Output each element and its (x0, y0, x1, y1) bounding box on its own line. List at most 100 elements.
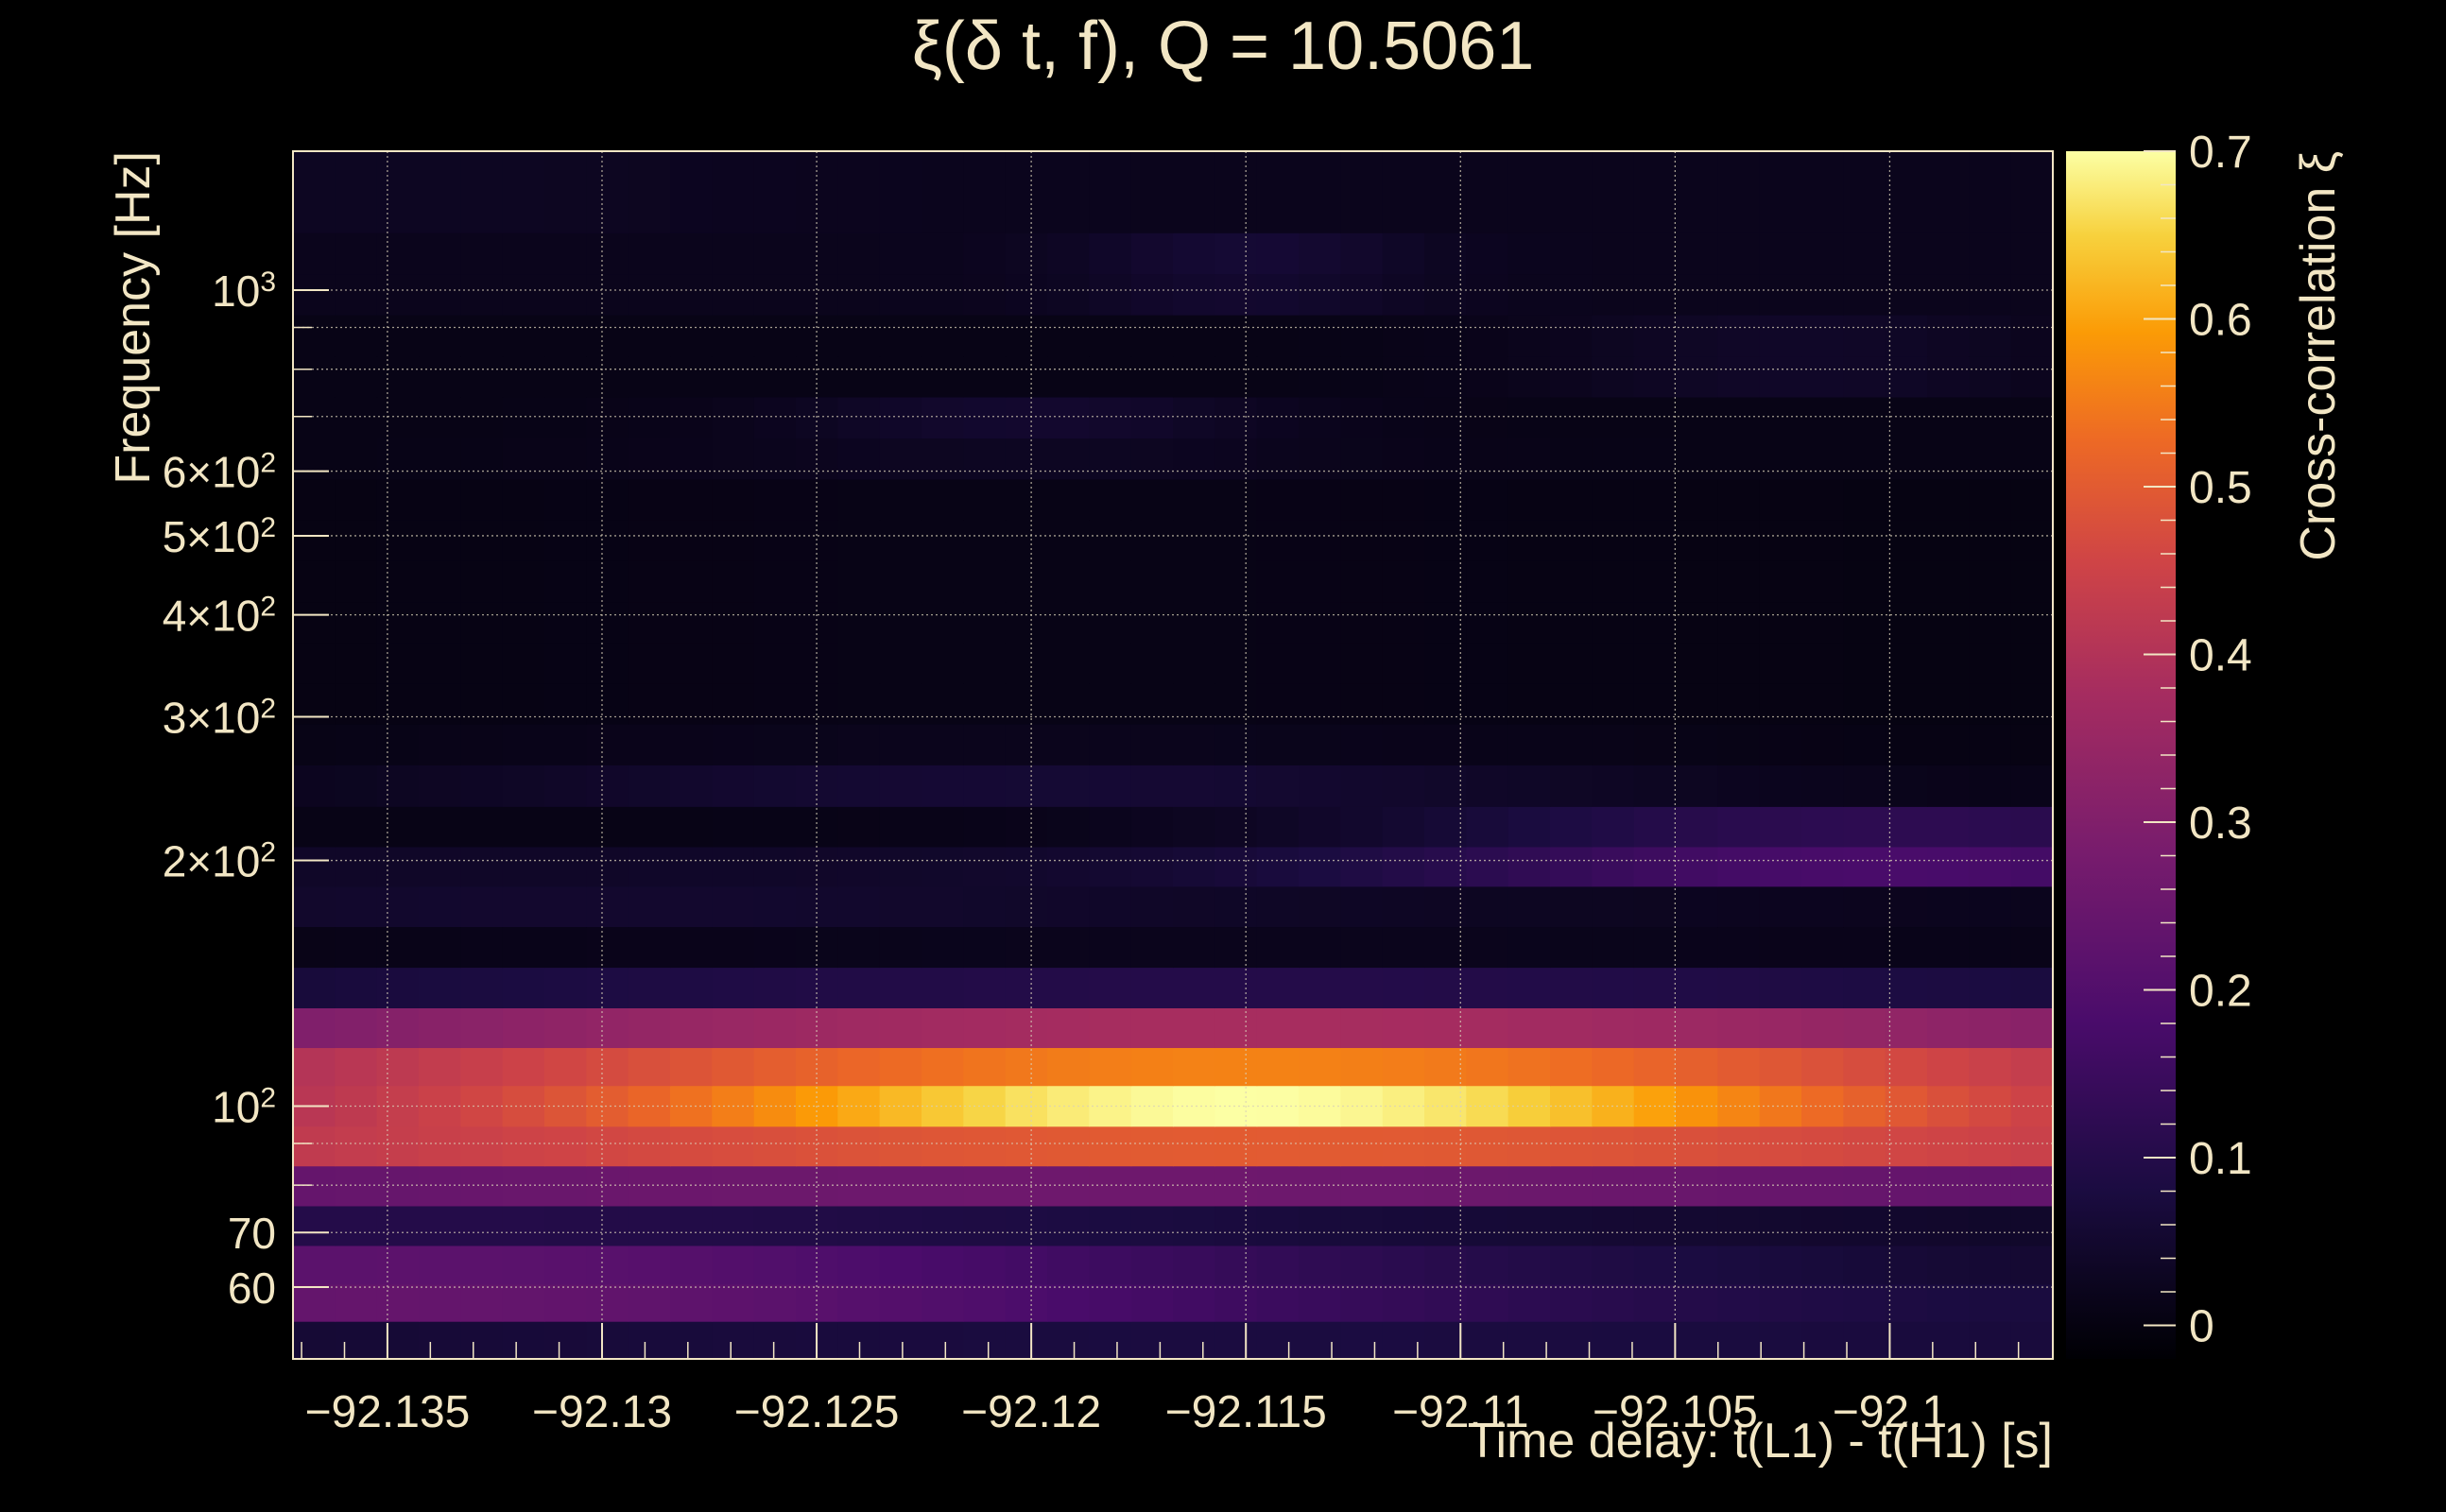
heatmap-cell (1676, 232, 1718, 275)
heatmap-cell (586, 273, 629, 316)
heatmap-cell (1927, 1283, 1970, 1322)
heatmap-cell (1005, 1245, 1048, 1285)
heatmap-cell (712, 765, 755, 807)
heatmap-cell (712, 355, 755, 398)
heatmap-cell (335, 191, 378, 233)
x-tick-label: −92.13 (532, 1387, 672, 1437)
heatmap-cell (837, 1125, 881, 1167)
heatmap-cell (1047, 1321, 1090, 1360)
heatmap-cell (922, 846, 964, 887)
heatmap-cell (544, 1047, 587, 1087)
heatmap-cell (1466, 315, 1509, 357)
heatmap-cell (1466, 1125, 1509, 1167)
heatmap-cell (628, 1125, 671, 1167)
heatmap-cell (502, 232, 545, 275)
heatmap-cell (335, 1047, 378, 1087)
heatmap-cell (1047, 1205, 1090, 1246)
heatmap-cell (419, 1047, 461, 1087)
heatmap-cell (1676, 926, 1718, 969)
heatmap-cell (335, 806, 378, 848)
heatmap-cell (1047, 1125, 1090, 1167)
heatmap-cell (1801, 724, 1844, 765)
heatmap-cell (2010, 438, 2054, 480)
heatmap-cell (837, 315, 881, 357)
heatmap-cell (544, 601, 587, 644)
heatmap-cell (712, 1205, 755, 1246)
heatmap-cell (419, 520, 461, 561)
heatmap-cell (1843, 967, 1886, 1008)
heatmap-cell (1005, 1205, 1048, 1246)
heatmap-cell (502, 438, 545, 480)
heatmap-cell (1592, 1205, 1635, 1246)
heatmap-cell (837, 273, 881, 316)
grid-lines (293, 151, 2053, 1359)
heatmap-cell (1550, 1283, 1593, 1322)
heatmap-cell (1717, 355, 1761, 398)
heatmap-cell (2010, 191, 2054, 233)
heatmap-cell (1550, 724, 1593, 765)
heatmap-cell (1173, 601, 1215, 644)
heatmap-cell (1299, 765, 1341, 807)
heatmap-cell (1299, 1007, 1341, 1049)
heatmap-cell (502, 682, 545, 725)
heatmap-cell (1089, 601, 1132, 644)
heatmap-cell (837, 1283, 881, 1322)
heatmap-cell (376, 601, 420, 644)
heatmap-cell (1130, 396, 1174, 438)
heatmap-cell (1633, 1007, 1677, 1049)
heatmap-cell (1047, 682, 1090, 725)
heatmap-cell (293, 926, 336, 969)
heatmap-cell (419, 1321, 461, 1360)
heatmap-cell (922, 1007, 964, 1049)
heatmap-cell (922, 1085, 964, 1127)
heatmap-cell (1927, 478, 1970, 521)
heatmap-cell (502, 601, 545, 644)
heatmap-cell (1676, 642, 1718, 684)
heatmap-cell (1299, 926, 1341, 969)
heatmap-cell (1550, 151, 1593, 193)
heatmap-cell (460, 232, 504, 275)
heatmap-cell (419, 151, 461, 193)
heatmap-cell (2010, 478, 2054, 521)
x-tick-label: −92.11 (1392, 1387, 1529, 1437)
heatmap-cell (1759, 806, 1802, 848)
heatmap-cell (1843, 601, 1886, 644)
heatmap-cell (1633, 438, 1677, 480)
heatmap-cell (2010, 273, 2054, 316)
heatmap-cell (544, 273, 587, 316)
heatmap-cell (1089, 967, 1132, 1008)
heatmap-cell (1466, 1283, 1509, 1322)
heatmap-cell (1969, 724, 2012, 765)
colorbar-tick-label: 0.4 (2189, 631, 2252, 681)
heatmap-cell (753, 315, 797, 357)
heatmap-cell (796, 1245, 838, 1285)
heatmap-cell (922, 885, 964, 928)
heatmap-cell (670, 232, 713, 275)
heatmap-cell (1047, 520, 1090, 561)
heatmap-cell (712, 191, 755, 233)
heatmap-cell (879, 885, 922, 928)
heatmap-cell (753, 478, 797, 521)
heatmap-cell (1047, 1007, 1090, 1049)
heatmap-cell (1507, 967, 1551, 1008)
heatmap-cell (1047, 232, 1090, 275)
heatmap-cell (1507, 1085, 1551, 1127)
heatmap-cell (2010, 642, 2054, 684)
heatmap-cell (879, 1007, 922, 1049)
heatmap-cell (1089, 273, 1132, 316)
heatmap-cell (1130, 1245, 1174, 1285)
heatmap-cell (1927, 560, 1970, 603)
heatmap-cell (335, 273, 378, 316)
heatmap-cell (2010, 926, 2054, 969)
heatmap-cell (1089, 682, 1132, 725)
heatmap-cell (544, 478, 587, 521)
heatmap-cell (1592, 1245, 1635, 1285)
heatmap-cell (1969, 926, 2012, 969)
heatmap-cell (712, 273, 755, 316)
heatmap-cell (1676, 478, 1718, 521)
heatmap-cell (1550, 1245, 1593, 1285)
heatmap-cell (1507, 642, 1551, 684)
heatmap-cell (879, 232, 922, 275)
heatmap-cell (837, 806, 881, 848)
heatmap-cell (1507, 151, 1551, 193)
